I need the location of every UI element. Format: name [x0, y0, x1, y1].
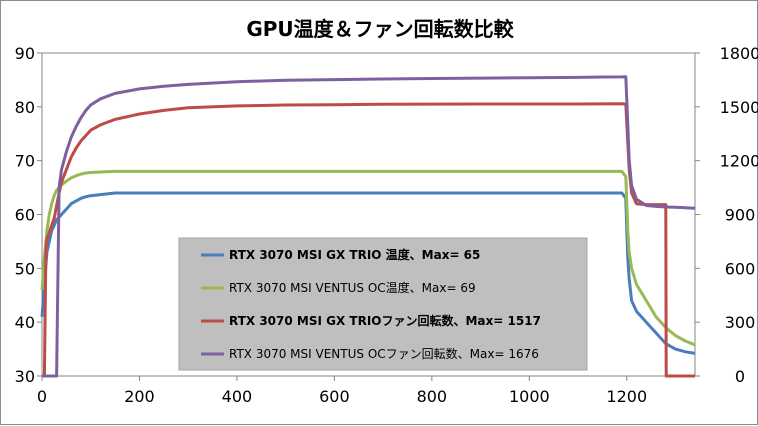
y-tick-label: 90: [15, 44, 35, 63]
legend: RTX 3070 MSI GX TRIO 温度、Max= 65 RTX 3070 …: [178, 237, 588, 371]
series-layer: [40, 75, 696, 378]
legend-items: RTX 3070 MSI GX TRIO 温度、Max= 65 RTX 3070 …: [201, 247, 541, 361]
y-tick-label: 30: [15, 367, 35, 386]
legend-label-1: RTX 3070 MSI GX TRIO 温度、Max= 65: [229, 247, 480, 262]
y-tick-label: 60: [15, 206, 35, 225]
x-tick-label: 1000: [509, 387, 550, 406]
x-tick-label: 400: [222, 387, 253, 406]
y2-tick-label: 0: [735, 367, 745, 386]
x-tick-label: 200: [124, 387, 155, 406]
x-tick-label: 600: [319, 387, 350, 406]
series-line-4: [42, 75, 696, 378]
chart-title: GPU温度＆ファン回転数比較: [246, 17, 514, 41]
legend-label-4: RTX 3070 MSI VENTUS OCファン回転数、Max= 1676: [229, 346, 539, 361]
y-tick-label: 40: [15, 313, 35, 332]
series-line-3: [42, 102, 695, 378]
legend-label-3: RTX 3070 MSI GX TRIOファン回転数、Max= 1517: [229, 313, 541, 328]
legend-label-2: RTX 3070 MSI VENTUS OC温度、Max= 69: [229, 280, 476, 295]
legend-box: [178, 237, 588, 371]
y-tick-label: 70: [15, 152, 35, 171]
y2-tick-label: 1200: [720, 152, 758, 171]
x-tick-label: 1200: [606, 387, 647, 406]
y2-tick-label: 900: [725, 206, 756, 225]
y2-tick-label: 300: [725, 313, 756, 332]
y-tick-label: 80: [15, 98, 35, 117]
y-tick-label: 50: [15, 259, 35, 278]
y2-tick-label: 600: [725, 259, 756, 278]
axes-layer: 0 200 400 600 800 1000 12003040506070809003006…: [15, 44, 758, 406]
x-tick-label: 0: [37, 387, 47, 406]
x-tick-label: 800: [417, 387, 448, 406]
y2-tick-label: 1800: [720, 44, 758, 63]
y2-tick-label: 1500: [720, 98, 758, 117]
